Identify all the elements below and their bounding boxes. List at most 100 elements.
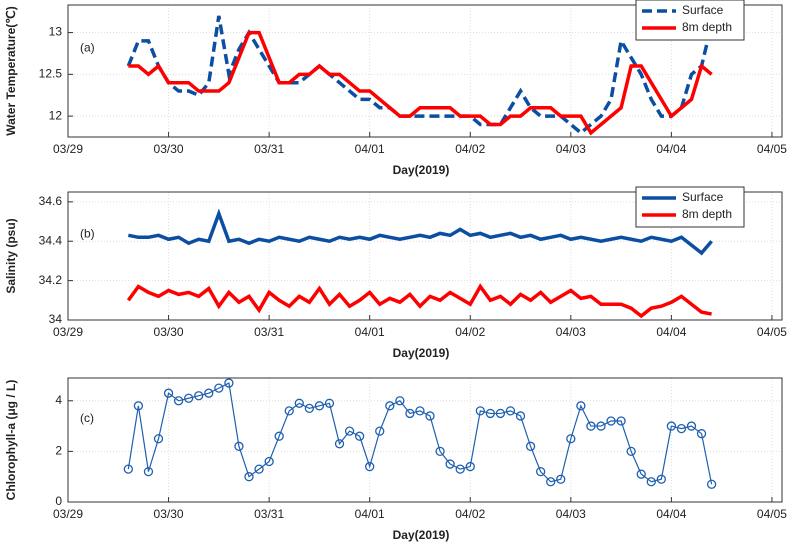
series-group xyxy=(126,208,713,319)
marker xyxy=(274,431,284,441)
series-line xyxy=(126,283,712,319)
marker xyxy=(194,391,204,401)
marker xyxy=(214,383,224,393)
marker xyxy=(264,456,274,467)
marker xyxy=(606,416,616,426)
y-tick-label: 0 xyxy=(55,494,62,508)
x-tick-label: 04/02 xyxy=(455,507,485,521)
marker xyxy=(254,464,264,474)
x-tick-label: 04/05 xyxy=(757,507,787,521)
x-axis-label: Day(2019) xyxy=(393,528,450,542)
marker xyxy=(475,406,485,416)
y-axis-label: Water Temperature(℃) xyxy=(4,6,18,136)
series-group xyxy=(123,378,717,489)
marker xyxy=(143,466,154,477)
marker xyxy=(385,401,395,411)
x-tick-label: 04/04 xyxy=(656,325,686,339)
x-tick-label: 04/03 xyxy=(556,142,586,156)
legend-box xyxy=(635,0,745,41)
y-tick-label: 4 xyxy=(55,393,62,407)
x-tick-label: 03/29 xyxy=(53,142,83,156)
marker xyxy=(636,469,646,479)
x-tick-label: 04/01 xyxy=(355,142,385,156)
y-tick-label: 34.2 xyxy=(39,273,63,287)
x-tick-label: 04/02 xyxy=(455,325,485,339)
marker xyxy=(435,446,445,457)
marker xyxy=(163,388,174,398)
y-tick-label: 2 xyxy=(55,444,62,458)
marker xyxy=(525,441,536,451)
legend-label: Surface xyxy=(682,190,724,204)
y-tick-label: 13 xyxy=(49,25,63,39)
annotation: (b) xyxy=(80,226,95,240)
marker xyxy=(546,477,556,487)
x-axis-label: Day(2019) xyxy=(393,346,450,360)
marker xyxy=(405,408,415,419)
marker xyxy=(706,479,717,489)
marker xyxy=(515,411,526,421)
marker xyxy=(184,393,194,403)
marker xyxy=(455,464,465,474)
marker xyxy=(244,472,254,482)
plot-frame xyxy=(67,191,783,321)
marker xyxy=(365,461,375,472)
x-tick-label: 04/04 xyxy=(656,507,686,521)
x-tick-label: 04/01 xyxy=(355,507,385,521)
marker xyxy=(686,421,697,431)
x-tick-label: 03/31 xyxy=(254,142,284,156)
legend-label: Surface xyxy=(682,3,724,17)
plot-area xyxy=(68,378,782,502)
marker xyxy=(304,403,315,414)
series-line xyxy=(128,208,713,256)
marker xyxy=(344,426,355,436)
marker xyxy=(334,439,345,449)
marker xyxy=(354,431,365,441)
marker xyxy=(375,426,385,436)
marker xyxy=(656,474,666,484)
series-line xyxy=(126,15,714,136)
marker xyxy=(535,466,546,477)
marker xyxy=(234,441,244,451)
marker xyxy=(626,446,636,457)
x-tick-label: 04/03 xyxy=(556,507,586,521)
marker xyxy=(314,401,325,411)
plot-frame xyxy=(67,377,783,503)
marker xyxy=(566,434,576,444)
x-tick-label: 03/30 xyxy=(154,325,184,339)
marker xyxy=(666,421,677,431)
annotation: (c) xyxy=(80,411,94,425)
marker xyxy=(425,411,435,421)
legend-box xyxy=(635,186,745,228)
marker xyxy=(204,388,214,398)
y-tick-label: 34.6 xyxy=(39,194,63,208)
marker xyxy=(495,408,506,419)
plot-frame xyxy=(67,4,783,138)
marker xyxy=(294,398,304,408)
marker xyxy=(676,423,687,434)
x-tick-label: 04/04 xyxy=(656,142,686,156)
marker xyxy=(646,477,656,487)
marker xyxy=(596,421,606,431)
marker xyxy=(445,459,455,469)
marker xyxy=(284,406,294,416)
y-axis-label: Chlorophyll-a (μg / L) xyxy=(4,380,18,501)
x-tick-label: 03/30 xyxy=(154,507,184,521)
legend-label: 8m depth xyxy=(682,20,732,34)
x-tick-label: 03/31 xyxy=(254,325,284,339)
legend-label: 8m depth xyxy=(682,207,732,221)
x-axis-label: Day(2019) xyxy=(393,163,450,177)
marker xyxy=(505,406,516,416)
annotation: (a) xyxy=(80,41,95,55)
marker xyxy=(224,378,234,388)
marker xyxy=(576,401,586,411)
marker xyxy=(324,398,335,408)
x-tick-label: 04/02 xyxy=(455,142,485,156)
x-tick-label: 04/01 xyxy=(355,325,385,339)
marker xyxy=(586,421,596,431)
y-axis-label: Salinity (psu) xyxy=(4,218,18,293)
marker xyxy=(123,464,133,474)
y-tick-label: 12 xyxy=(49,108,63,122)
y-tick-label: 34.4 xyxy=(39,233,63,247)
y-tick-label: 12.5 xyxy=(39,67,63,81)
